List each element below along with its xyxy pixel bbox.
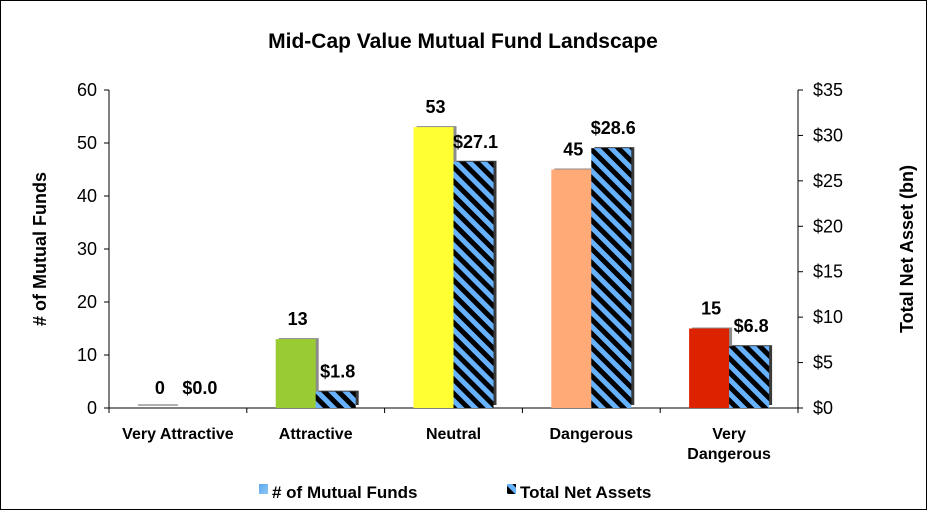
bar-total-net-assets: [591, 148, 632, 409]
x-category-label-line: Dangerous: [550, 426, 634, 443]
x-category-label: Very Dangerous: [687, 426, 771, 463]
data-label-total-net-assets: $6.8: [734, 316, 769, 336]
y-right-tick-label: $20: [813, 216, 843, 236]
x-category-label: Attractive: [279, 426, 353, 443]
axes: 0 10 20 30 40 50 60 $0 $5 $10 $15 $20 $25 $30 $35 Very …: [77, 80, 843, 463]
legend-swatch-mutual-funds: [259, 484, 268, 494]
y-right-tick-label: $0: [813, 398, 833, 418]
bar-mutual-funds: [689, 328, 730, 408]
data-label-total-net-assets: $27.1: [453, 132, 498, 152]
x-category-label-line: Attractive: [279, 426, 353, 443]
y-right-tick-label: $5: [813, 353, 833, 373]
legend-label-total-net-assets: Total Net Assets: [520, 483, 651, 502]
y-left-tick-label: 60: [77, 80, 97, 100]
y-right-tick-label: $35: [813, 80, 843, 100]
y-axis-left-title: # of Mutual Funds: [30, 172, 50, 326]
y-right-tick-label: $25: [813, 171, 843, 191]
bar-total-net-assets: [453, 161, 494, 408]
y-right-tick-label: $15: [813, 262, 843, 282]
data-label-mutual-funds: 0: [155, 378, 165, 398]
x-category-label-line: Very Attractive: [122, 426, 234, 443]
data-label-mutual-funds: 45: [563, 140, 583, 160]
x-category-label-line: Neutral: [426, 426, 481, 443]
x-category-label: Very Attractive: [122, 426, 234, 443]
bar-total-net-assets: [315, 391, 356, 408]
legend: # of Mutual Funds Total Net Assets: [259, 483, 651, 502]
y-right-tick-label: $10: [813, 307, 843, 327]
y-left-tick-label: 50: [77, 133, 97, 153]
data-label-mutual-funds: 53: [425, 97, 445, 117]
y-right-tick-label: $30: [813, 125, 843, 145]
bar-mutual-funds: [551, 169, 592, 408]
chart-title: Mid-Cap Value Mutual Fund Landscape: [268, 30, 658, 53]
bar-mutual-funds: [275, 339, 316, 408]
y-axis-right-title: Total Net Asset (bn): [897, 165, 917, 333]
bar-total-net-assets: [729, 346, 770, 408]
y-left-tick-label: 30: [77, 239, 97, 259]
y-left-tick-label: 40: [77, 186, 97, 206]
legend-swatch-total-net-assets: [507, 484, 516, 494]
y-left-tick-label: 20: [77, 292, 97, 312]
bars: [137, 126, 773, 409]
data-labels: 0 $0.0 13 $1.8 53 $27.1 45 $28.6 15 $6.8: [155, 97, 769, 398]
x-category-label-line: Dangerous: [687, 446, 771, 463]
data-label-total-net-assets: $1.8: [320, 362, 355, 382]
y-left-tick-label: 0: [87, 398, 97, 418]
x-category-label: Dangerous: [550, 426, 634, 443]
y-left-tick-label: 10: [77, 345, 97, 365]
data-label-total-net-assets: $28.6: [591, 118, 636, 138]
bar-mutual-funds: [413, 127, 454, 408]
legend-label-mutual-funds: # of Mutual Funds: [272, 483, 417, 502]
data-label-total-net-assets: $0.0: [182, 378, 217, 398]
x-category-label: Neutral: [426, 426, 481, 443]
data-label-mutual-funds: 15: [701, 299, 721, 319]
x-category-label-line: Very: [712, 426, 746, 443]
data-label-mutual-funds: 13: [288, 309, 308, 329]
